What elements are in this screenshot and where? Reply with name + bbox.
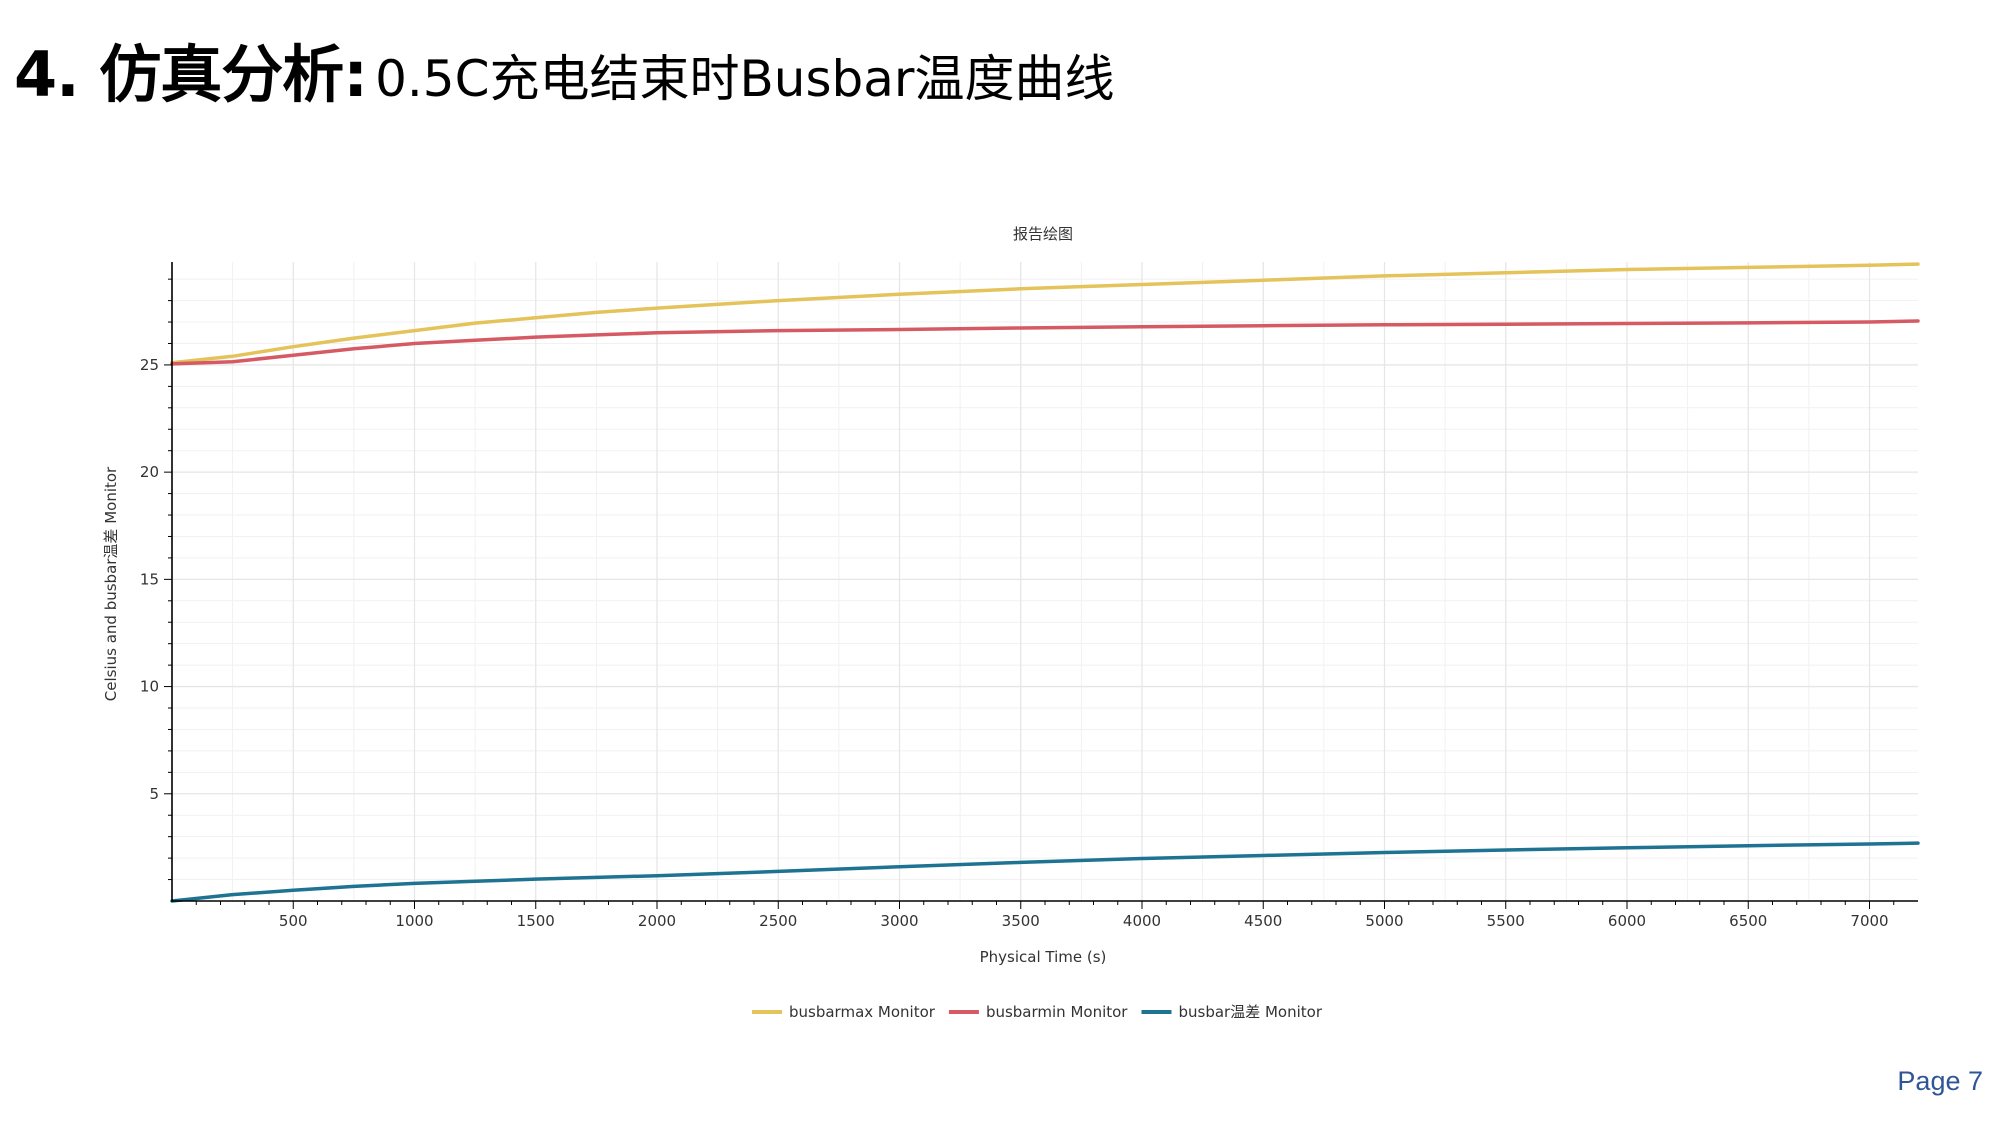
series-layer <box>170 262 1920 903</box>
x-tick-label: 1000 <box>395 912 433 930</box>
legend-item-2: busbarmin Monitor <box>948 1003 1128 1021</box>
x-tick-label: 6000 <box>1608 912 1646 930</box>
chart-title: 报告绘图 <box>1013 225 1073 243</box>
legend-item-1: busbarmax Monitor <box>752 1003 936 1021</box>
x-tick-label: 2500 <box>759 912 797 930</box>
x-tick-label: 500 <box>279 912 308 930</box>
y-tick-label: 25 <box>140 356 159 374</box>
grid-layer <box>172 262 1918 901</box>
slide-title-main: 4. 仿真分析: <box>14 38 368 111</box>
x-tick-label: 2000 <box>638 912 676 930</box>
x-tick-label: 5000 <box>1365 912 1403 930</box>
axes-layer <box>164 262 1918 909</box>
series-line-1 <box>170 262 1920 365</box>
ticks-layer: 500 1000 1500 2000 2500 3000 3500 4000 4500 5000 5… <box>140 356 1889 930</box>
chart-legend: busbarmax Monitor busbarmin Monitor busbar… <box>752 1003 1323 1021</box>
x-tick-label: 1500 <box>517 912 555 930</box>
slide-title: 4. 仿真分析: 0.5C充电结束时Busbar温度曲线 <box>14 44 1114 106</box>
page-number: Page 7 <box>1897 1066 1983 1096</box>
x-tick-label: 4500 <box>1244 912 1282 930</box>
legend-label: busbarmax Monitor <box>789 1003 936 1021</box>
x-tick-label: 3500 <box>1002 912 1040 930</box>
x-tick-label: 7000 <box>1850 912 1888 930</box>
x-tick-label: 5500 <box>1487 912 1525 930</box>
x-tick-label: 3000 <box>880 912 918 930</box>
series-line-2 <box>170 319 1920 366</box>
legend-label: busbar温差 Monitor <box>1178 1003 1322 1021</box>
y-tick-label: 5 <box>149 785 159 803</box>
y-tick-label: 20 <box>140 463 159 481</box>
y-axis-title: Celsius and busbar温差 Monitor <box>102 466 120 701</box>
y-tick-label: 10 <box>140 678 159 696</box>
slide-title-sub: 0.5C充电结束时Busbar温度曲线 <box>375 50 1115 108</box>
legend-item-3: busbar温差 Monitor <box>1141 1003 1323 1021</box>
legend-label: busbarmin Monitor <box>986 1003 1128 1021</box>
series-line-3 <box>170 841 1920 903</box>
x-tick-label: 4000 <box>1123 912 1161 930</box>
y-tick-label: 15 <box>140 570 159 588</box>
x-tick-label: 6500 <box>1729 912 1767 930</box>
x-axis-title: Physical Time (s) <box>980 948 1107 966</box>
